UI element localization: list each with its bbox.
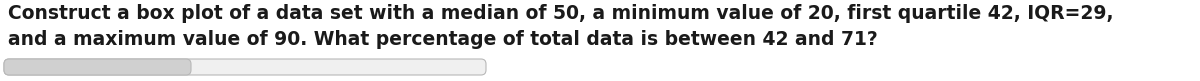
Text: and a maximum value of 90. What percentage of total data is between 42 and 71?: and a maximum value of 90. What percenta…: [8, 30, 877, 49]
Text: Construct a box plot of a data set with a median of 50, a minimum value of 20, f: Construct a box plot of a data set with …: [8, 4, 1114, 23]
FancyBboxPatch shape: [4, 59, 191, 75]
FancyBboxPatch shape: [4, 59, 486, 75]
